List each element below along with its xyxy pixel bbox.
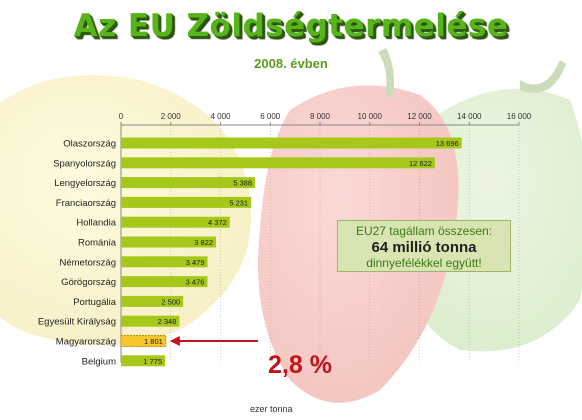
callout-total: 64 millió tonna [371, 239, 477, 256]
bar [120, 335, 167, 347]
chart-subtitle: 2008. évben [254, 56, 328, 71]
category-label: Magyarország [56, 337, 116, 348]
data-label: 5 388 [233, 179, 252, 188]
x-tick-label: 8 000 [310, 112, 331, 121]
data-label: 2 348 [158, 317, 177, 326]
category-label: Románia [78, 238, 117, 249]
x-tick-label: 2 000 [161, 112, 182, 121]
category-label: Portugália [73, 297, 116, 308]
bar [121, 355, 166, 367]
callout-line-3: dinnyefélékkel együtt! [366, 256, 482, 270]
data-label: 12 622 [409, 159, 432, 168]
data-label: 1 775 [143, 357, 162, 366]
x-tick-label: 16 000 [507, 112, 532, 121]
data-label: 5 231 [229, 198, 248, 207]
hungary-share-label: 2,8 % [268, 351, 332, 379]
x-axis-unit-label: ezer tonna [250, 404, 293, 414]
bar [121, 256, 208, 268]
category-label: Spanyolország [53, 158, 116, 169]
data-label: 3 479 [186, 258, 205, 267]
bar [121, 137, 462, 149]
eu-total-callout: EU27 tagállam összesen: 64 millió tonna … [337, 220, 511, 272]
category-label: Franciaország [56, 198, 116, 209]
data-label: 4 372 [208, 218, 227, 227]
data-label: 2 500 [161, 297, 180, 306]
x-tick-label: 4 000 [210, 112, 231, 121]
category-label: Görögország [61, 277, 116, 288]
category-label: Belgium [82, 356, 116, 367]
category-label: Lengyelország [54, 178, 116, 189]
category-label: Olaszország [63, 139, 116, 150]
x-tick-label: 12 000 [407, 112, 432, 121]
callout-line-1: EU27 tagállam összesen: [355, 224, 493, 238]
category-label: Németország [60, 257, 117, 268]
x-tick-label: 10 000 [358, 112, 383, 121]
category-label: Egyesült Királyság [38, 317, 116, 328]
bar [121, 295, 184, 307]
x-tick-label: 0 [119, 112, 124, 121]
bar [121, 276, 208, 288]
category-label: Hollandia [76, 218, 116, 229]
x-tick-label: 6 000 [260, 112, 281, 121]
chart-title: Az EU Zöldségtermelése [73, 8, 509, 44]
data-label: 13 696 [436, 139, 459, 148]
x-tick-label: 14 000 [457, 112, 482, 121]
data-label: 3 822 [194, 238, 213, 247]
bar [121, 157, 435, 169]
bar [121, 177, 256, 189]
bar [121, 315, 180, 327]
data-label: 1 801 [144, 337, 163, 346]
bar [121, 236, 217, 248]
highlight-arrow-head [169, 336, 180, 346]
data-label: 3 476 [186, 278, 205, 287]
bar [121, 196, 252, 208]
bar [121, 216, 230, 228]
